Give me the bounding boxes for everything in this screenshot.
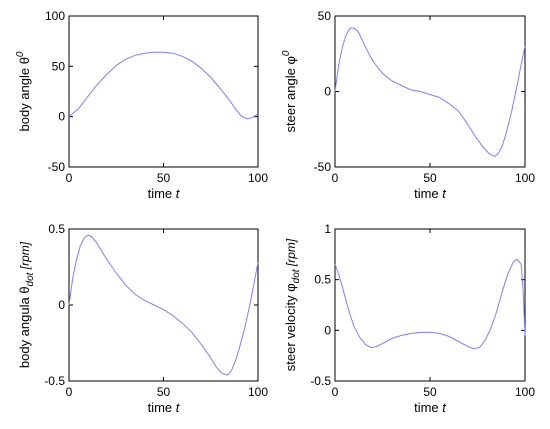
x-tick-label: 0 [66, 171, 73, 185]
y-tick-label: 0 [58, 298, 65, 312]
y-tick-label: -50 [48, 160, 66, 174]
y-tick-label: 1 [324, 222, 331, 236]
x-axis-label: time t [414, 400, 447, 415]
x-tick-label: 100 [248, 171, 268, 185]
x-tick-label: 0 [332, 385, 339, 399]
x-axis-label: time t [414, 186, 447, 201]
y-tick-label: 0.5 [314, 273, 331, 287]
plot-frame [68, 228, 259, 382]
series-line-1 [68, 234, 259, 376]
x-tick-label: 100 [248, 385, 268, 399]
y-tick-label: 0.5 [48, 222, 65, 236]
y-axis-label: body angula θdot [rpm] [17, 241, 36, 368]
x-tick-label: 100 [515, 171, 535, 185]
x-axis-label: time t [148, 400, 181, 415]
x-tick-label: 0 [332, 171, 339, 185]
x-tick-label: 100 [515, 385, 535, 399]
plot-frame [68, 15, 259, 168]
x-tick-label: 0 [66, 385, 73, 399]
y-tick-label: 50 [52, 59, 66, 73]
y-tick-label: 100 [45, 9, 65, 23]
x-tick-label: 50 [157, 385, 171, 399]
series-line-1 [68, 51, 259, 120]
y-axis-label: steer angle φ0 [281, 50, 298, 132]
y-tick-label: 0 [324, 85, 331, 99]
plot-frame [334, 228, 526, 382]
y-tick-label: 0 [58, 110, 65, 124]
y-tick-label: -0.5 [44, 374, 65, 388]
y-tick-label: 50 [318, 9, 332, 23]
x-tick-label: 50 [423, 385, 437, 399]
y-axis-label: steer velocity φdot [rpm] [283, 238, 302, 371]
x-tick-label: 50 [423, 171, 437, 185]
y-axis-label: body angle θ0 [15, 51, 32, 131]
x-axis-label: time t [148, 186, 181, 201]
plot-frame [334, 15, 526, 168]
x-tick-label: 50 [157, 171, 171, 185]
y-tick-label: -0.5 [310, 374, 331, 388]
y-tick-label: -50 [314, 160, 332, 174]
series-line-1 [334, 258, 526, 350]
y-tick-label: 0 [324, 323, 331, 337]
series-line-1 [334, 27, 526, 157]
